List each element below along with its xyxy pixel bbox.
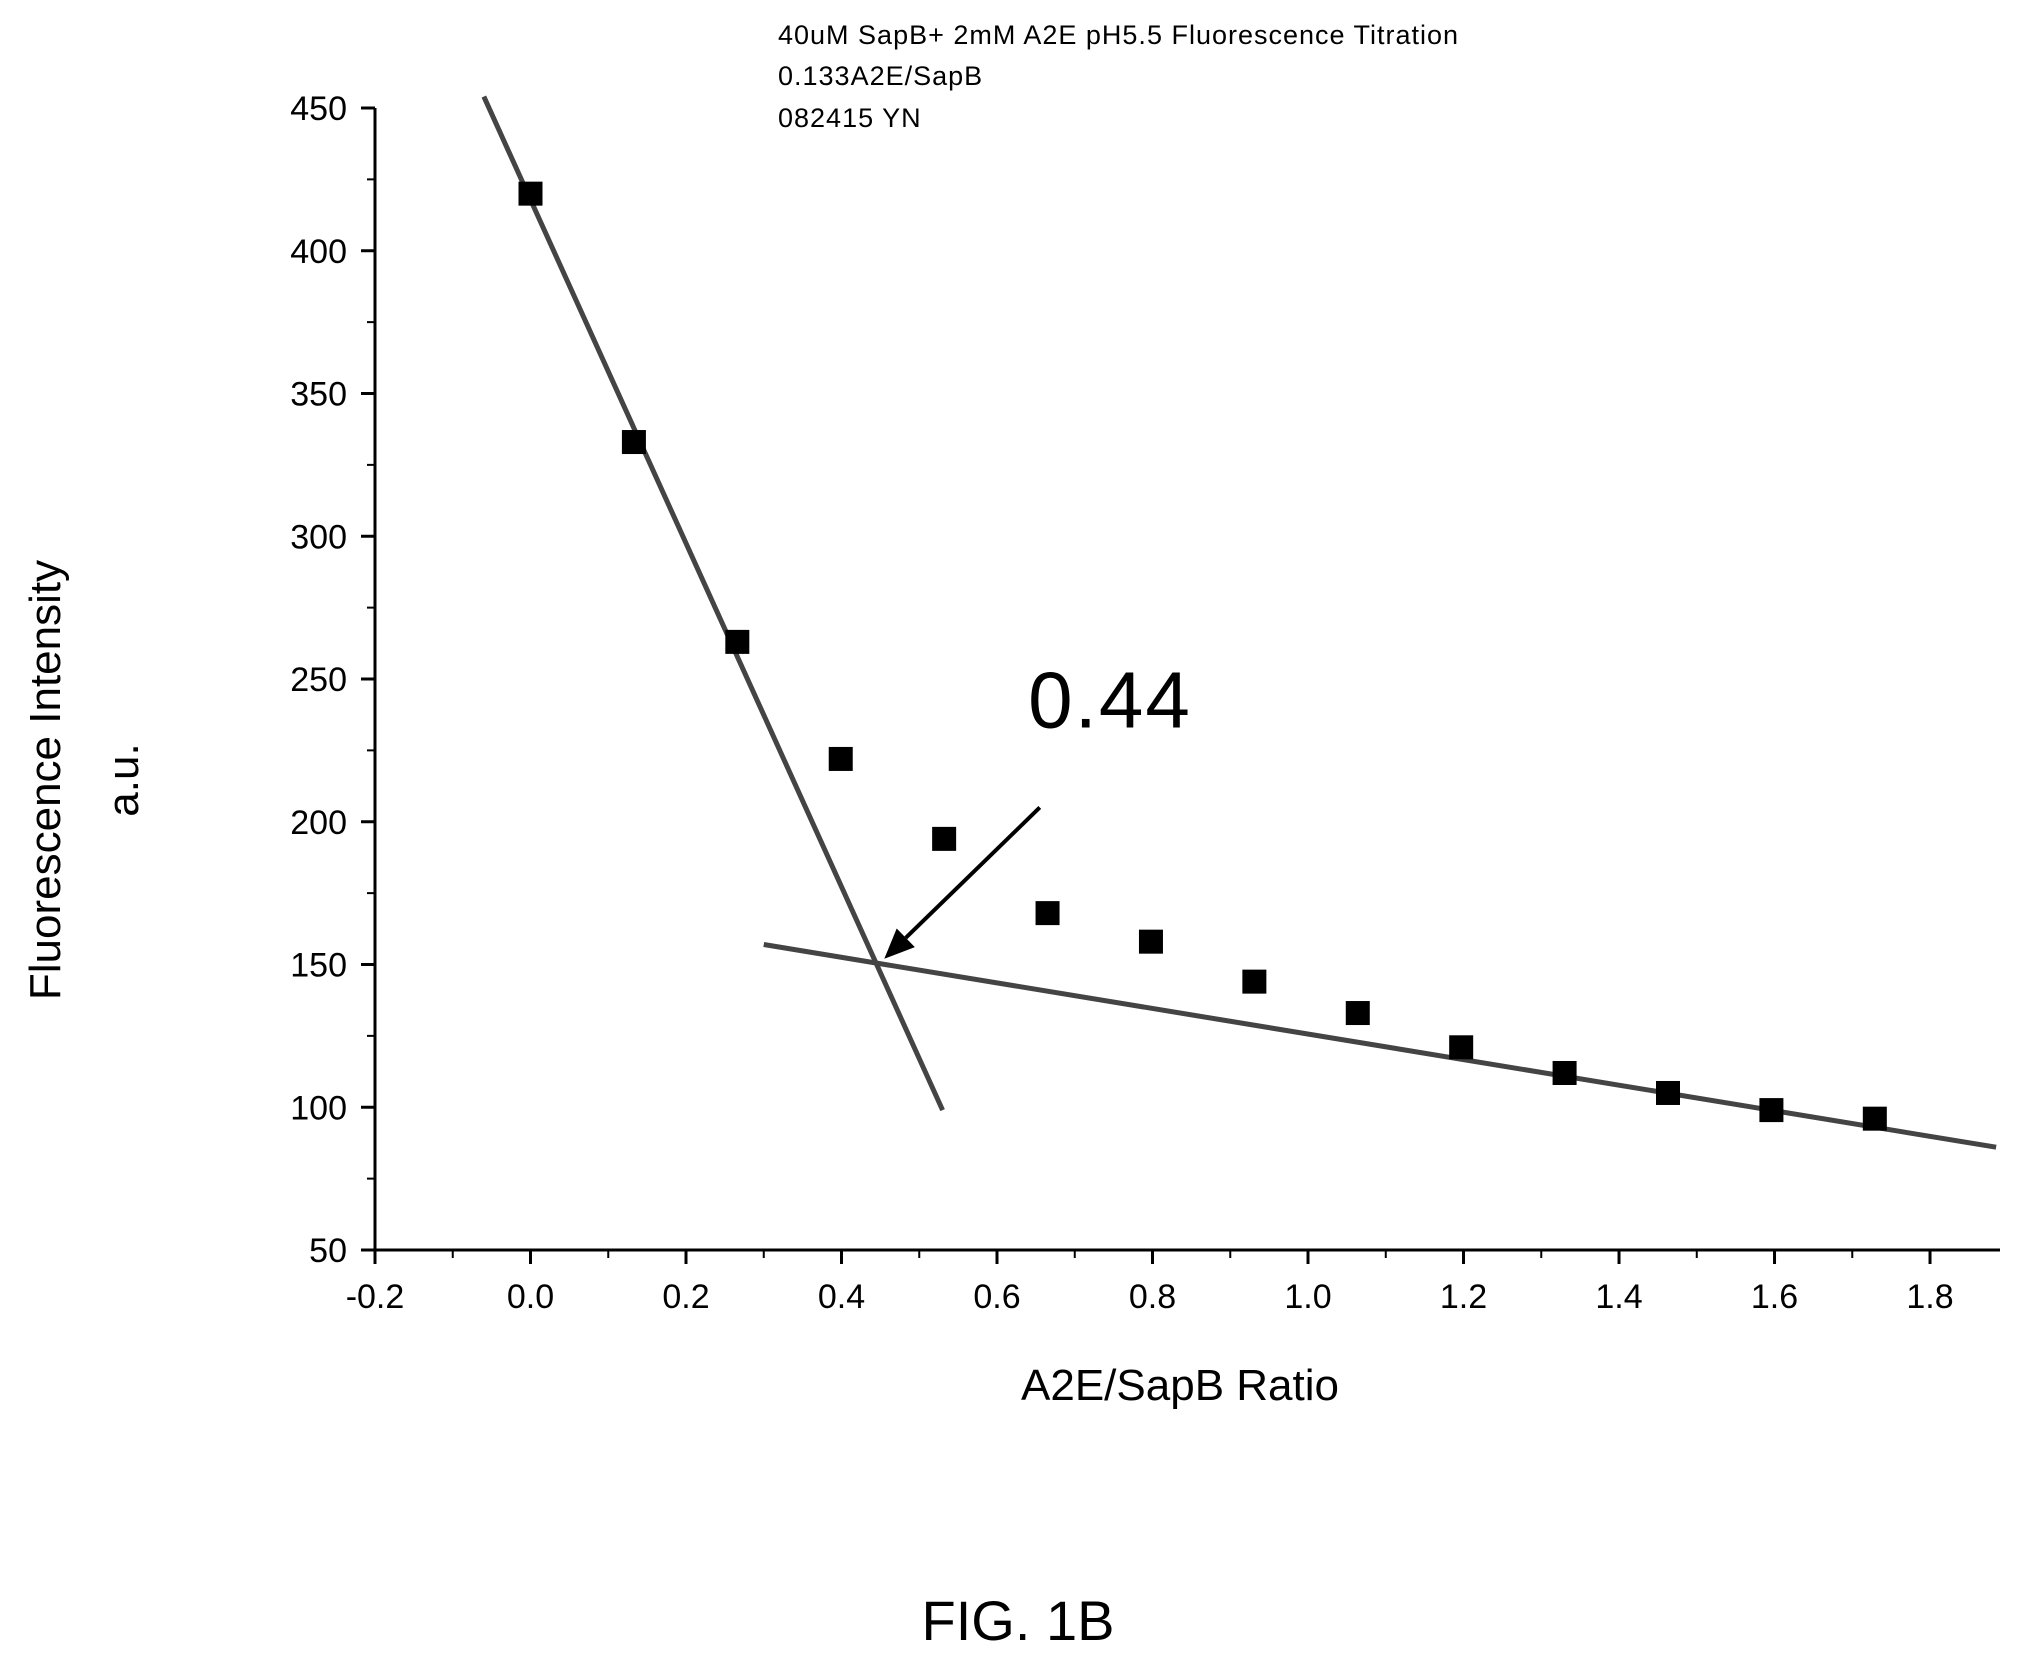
- data-point: [518, 181, 543, 206]
- y-axis-title: Fluorescence Intensity a.u.: [21, 560, 148, 1000]
- data-point: [1345, 1001, 1370, 1026]
- annotation-arrow-shaft: [904, 806, 1042, 940]
- chart-note-1: 40uM SapB+ 2mM A2E pH5.5 Fluorescence Ti…: [778, 20, 1459, 50]
- data-point: [828, 746, 853, 771]
- y-tick-label: 250: [290, 661, 347, 699]
- y-axis-title-line-1: Fluorescence Intensity: [21, 560, 70, 1000]
- data-point: [1552, 1060, 1577, 1085]
- data-point: [621, 430, 646, 455]
- y-tick-label: 50: [309, 1232, 347, 1270]
- x-tick-label: 1.0: [1284, 1278, 1331, 1316]
- intersection-label: 0.44: [1028, 656, 1192, 745]
- data-point: [1035, 901, 1060, 926]
- data-point: [1656, 1080, 1681, 1105]
- data-point: [1862, 1106, 1887, 1131]
- data-point: [932, 826, 957, 851]
- x-tick-label: 1.6: [1751, 1278, 1798, 1316]
- data-point: [1759, 1098, 1784, 1123]
- annotation-arrow-head: [884, 928, 915, 959]
- y-tick-label: 350: [290, 376, 347, 414]
- chart-note-3: 082415 YN: [778, 103, 922, 133]
- y-tick-label: 150: [290, 947, 347, 985]
- chart-notes: 40uM SapB+ 2mM A2E pH5.5 Fluorescence Ti…: [778, 20, 1459, 133]
- fit-line-1: [481, 95, 945, 1112]
- x-ticks: -0.2 0.0 0.2 0.4 0.6 0.8 1.0 1.2 1.4 1.6 1.8: [346, 1250, 1954, 1316]
- x-tick-label: 1.8: [1906, 1278, 1953, 1316]
- y-tick-label: 200: [290, 804, 347, 842]
- data-points: [518, 181, 1887, 1131]
- annotation: 0.44: [884, 656, 1192, 959]
- data-point: [1138, 929, 1163, 954]
- fit-lines: [481, 95, 1997, 1150]
- x-tick-label: 0.8: [1129, 1278, 1176, 1316]
- x-tick-label: 0.0: [507, 1278, 554, 1316]
- x-tick-label: 0.6: [973, 1278, 1020, 1316]
- y-axis-title-line-2: a.u.: [99, 743, 148, 816]
- x-tick-label: 0.4: [818, 1278, 865, 1316]
- x-axis-title: A2E/SapB Ratio: [1021, 1361, 1339, 1410]
- y-tick-label: 450: [290, 90, 347, 128]
- y-tick-label: 300: [290, 518, 347, 556]
- figure-label: FIG. 1B: [922, 1589, 1115, 1652]
- fit-line-2: [763, 942, 1997, 1150]
- x-tick-label: 0.2: [662, 1278, 709, 1316]
- chart-note-2: 0.133A2E/SapB: [778, 61, 983, 91]
- y-tick-label: 400: [290, 233, 347, 271]
- data-point: [1242, 969, 1267, 994]
- y-ticks: 50 100 150 200 250 300 350 400 450: [290, 90, 375, 1270]
- data-point: [725, 629, 750, 654]
- x-tick-label: -0.2: [346, 1278, 405, 1316]
- data-point: [1449, 1035, 1474, 1060]
- y-tick-label: 100: [290, 1089, 347, 1127]
- x-tick-label: 1.4: [1595, 1278, 1642, 1316]
- x-tick-label: 1.2: [1440, 1278, 1487, 1316]
